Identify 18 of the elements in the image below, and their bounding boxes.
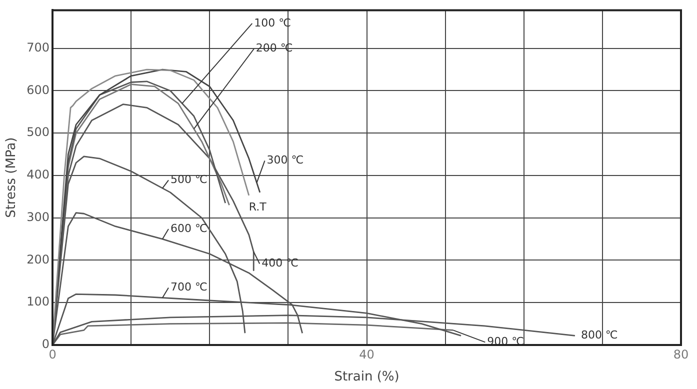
x-tick-label: 40 bbox=[359, 347, 374, 362]
y-tick-label: 400 bbox=[26, 168, 50, 182]
annotation: 500 ℃ bbox=[170, 173, 208, 186]
annotation: 800 ℃ bbox=[580, 328, 618, 342]
y-axis-title: Stress (MPa) bbox=[4, 137, 20, 218]
y-tick-label: 700 bbox=[26, 40, 50, 54]
y-tick-label: 200 bbox=[26, 252, 50, 266]
y-tick-label: 600 bbox=[26, 82, 50, 97]
annotation: R.T bbox=[248, 200, 267, 214]
y-tick-label: 100 bbox=[26, 294, 50, 309]
y-tick-label: 0 bbox=[42, 337, 50, 352]
y-tick-label: 500 bbox=[26, 125, 50, 140]
annotation: 300 ℃ bbox=[266, 154, 304, 167]
annotation: 600 ℃ bbox=[170, 222, 208, 235]
y-tick-label: 300 bbox=[26, 210, 50, 224]
x-axis-title: Strain (%) bbox=[334, 370, 400, 385]
annotation: 700 ℃ bbox=[170, 280, 208, 294]
x-tick-label: 80 bbox=[673, 347, 689, 362]
